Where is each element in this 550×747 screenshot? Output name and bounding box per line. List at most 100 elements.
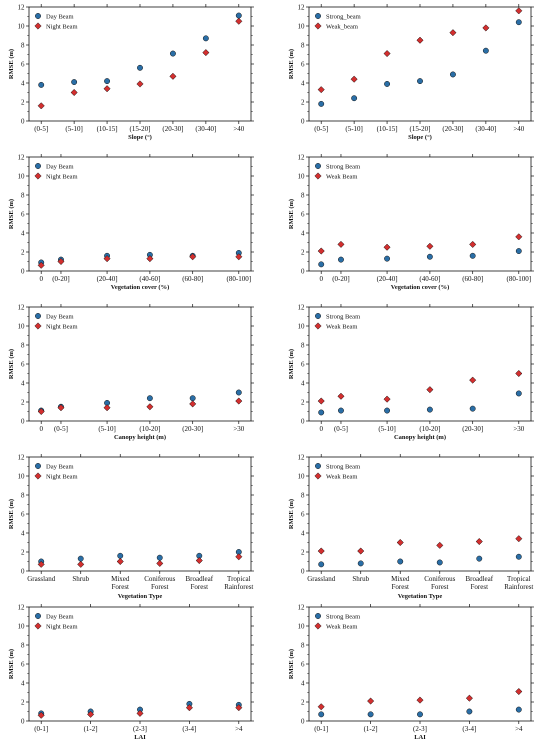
data-point-circle bbox=[515, 19, 522, 26]
x-tick-label: >40 bbox=[233, 125, 244, 133]
data-point-diamond bbox=[515, 7, 523, 15]
legend-marker-diamond bbox=[34, 22, 42, 30]
data-point-circle bbox=[104, 78, 111, 85]
y-axis-label: RMSE (m) bbox=[8, 649, 15, 679]
data-point-diamond bbox=[416, 36, 424, 44]
x-tick-label-line: Coniferous bbox=[144, 575, 175, 583]
data-point-diamond bbox=[136, 80, 144, 88]
x-tick-label-line: (20-40] bbox=[97, 275, 118, 283]
legend-label: Day Beam bbox=[46, 463, 74, 470]
data-point-circle bbox=[482, 47, 489, 54]
data-point-circle bbox=[146, 395, 153, 402]
x-tick-label: Broadleaf Forest bbox=[185, 575, 213, 591]
x-tick-label-line: Forest bbox=[111, 583, 129, 591]
x-tick-label-line: (30-40] bbox=[195, 125, 216, 133]
data-point-circle bbox=[77, 555, 84, 562]
legend-label: Night Beam bbox=[46, 23, 78, 30]
x-tick-label-line: (80-100] bbox=[227, 275, 252, 283]
y-tick-label: 8 bbox=[301, 41, 305, 49]
x-tick-label-line: (0-1] bbox=[34, 725, 48, 733]
chart-panel-5: 0 2 4 6 8 10 12 0 (0-5] (5-10] (10-20] (20-30] >30 Ca… bbox=[8, 303, 254, 441]
x-tick-label-line: >4 bbox=[235, 725, 243, 733]
y-axis-label: RMSE (m) bbox=[8, 49, 15, 79]
y-axis-label: RMSE (m) bbox=[288, 49, 295, 79]
y-tick-label: 8 bbox=[301, 191, 305, 199]
data-point-diamond bbox=[350, 75, 358, 83]
x-tick-label-line: 0 bbox=[319, 275, 323, 283]
data-point-diamond bbox=[475, 537, 483, 546]
x-tick-label: (20-30] bbox=[182, 425, 203, 433]
legend-marker-diamond bbox=[34, 322, 42, 330]
x-tick-label-line: Broadleaf bbox=[185, 575, 213, 583]
chart-panel-6: 0 2 4 6 8 10 12 0 (0-5] (5-10] (10-20] (20-30] >30 Ca… bbox=[288, 303, 534, 441]
x-tick-label: (10-15] bbox=[377, 125, 398, 133]
data-point-diamond bbox=[57, 257, 65, 266]
data-point-diamond bbox=[235, 17, 243, 25]
data-point-circle bbox=[235, 389, 242, 396]
y-tick-label: 10 bbox=[18, 472, 26, 480]
x-tick-label: Mixed Forest bbox=[391, 575, 410, 591]
data-point-circle bbox=[189, 395, 196, 402]
x-tick-label: (10-20] bbox=[139, 425, 160, 433]
x-tick-label: Shrub bbox=[352, 575, 369, 583]
y-axis-label: RMSE (m) bbox=[288, 649, 295, 679]
data-point-circle bbox=[384, 255, 391, 262]
data-point-diamond bbox=[426, 242, 434, 250]
x-tick-label-line: Forest bbox=[151, 583, 169, 591]
y-tick-label: 12 bbox=[298, 603, 306, 611]
data-point-circle bbox=[38, 81, 45, 88]
data-point-circle bbox=[417, 711, 423, 718]
x-tick-label-line: (15-20] bbox=[410, 125, 431, 133]
data-point-circle bbox=[397, 558, 404, 565]
data-point-circle bbox=[417, 78, 423, 85]
chart-panel-1: 0 2 4 6 8 10 12 (0-5] (5-10] (10-15] (15-20] (20-30… bbox=[8, 3, 254, 141]
y-tick-label: 4 bbox=[301, 529, 305, 537]
x-tick-label: (2-3] bbox=[413, 725, 427, 733]
data-point-diamond bbox=[77, 560, 85, 568]
x-tick-label: 0 bbox=[319, 425, 323, 433]
x-tick-label: (3-4] bbox=[462, 725, 476, 733]
x-tick-label-line: (1-2] bbox=[364, 725, 378, 733]
legend-marker-circle bbox=[315, 13, 321, 19]
legend-marker-circle bbox=[35, 613, 41, 619]
data-point-diamond bbox=[185, 704, 193, 712]
y-tick-label: 6 bbox=[21, 360, 25, 368]
x-tick-label-line: (0-20] bbox=[52, 275, 70, 283]
y-tick-label: 0 bbox=[21, 117, 25, 125]
x-tick-label-line: (20-30] bbox=[182, 425, 203, 433]
x-tick-label-line: 0 bbox=[319, 425, 323, 433]
data-point-diamond bbox=[103, 85, 111, 93]
y-tick-label: 12 bbox=[298, 453, 306, 461]
data-point-circle bbox=[137, 64, 143, 71]
data-point-diamond bbox=[37, 711, 45, 719]
x-tick-label-line: (40-60] bbox=[419, 275, 440, 283]
x-tick-label: (5-10] bbox=[98, 425, 116, 433]
y-tick-label: 0 bbox=[301, 417, 305, 425]
legend-marker-circle bbox=[35, 13, 41, 19]
x-tick-label-line: (10-15] bbox=[377, 125, 398, 133]
x-tick-label: (15-20] bbox=[410, 125, 431, 133]
y-tick-label: 4 bbox=[21, 229, 25, 237]
x-tick-label: 0 bbox=[39, 275, 43, 283]
y-tick-label: 12 bbox=[18, 303, 26, 311]
y-tick-label: 8 bbox=[301, 491, 305, 499]
x-tick-label-line: (20-30] bbox=[442, 125, 463, 133]
y-axis-label: RMSE (m) bbox=[8, 499, 15, 529]
y-tick-label: 0 bbox=[301, 267, 305, 275]
x-tick-label-line: Grassland bbox=[27, 575, 55, 583]
y-tick-label: 8 bbox=[21, 191, 25, 199]
x-tick-label-line: (0-5] bbox=[314, 125, 328, 133]
data-point-diamond bbox=[235, 397, 243, 405]
data-point-circle bbox=[318, 409, 325, 416]
y-tick-label: 6 bbox=[301, 660, 305, 668]
data-point-circle bbox=[338, 407, 344, 414]
y-tick-label: 4 bbox=[301, 379, 305, 387]
chart-panel-9: 0 2 4 6 8 10 12 (0-1] (1-2] (2-3] (3-4] >4 LAI RMSE (… bbox=[8, 603, 254, 741]
y-tick-label: 6 bbox=[301, 60, 305, 68]
y-tick-label: 2 bbox=[21, 698, 25, 706]
data-point-diamond bbox=[136, 709, 144, 717]
x-tick-label-line: (2-3] bbox=[133, 725, 147, 733]
data-point-diamond bbox=[317, 86, 325, 94]
data-point-diamond bbox=[383, 395, 391, 403]
